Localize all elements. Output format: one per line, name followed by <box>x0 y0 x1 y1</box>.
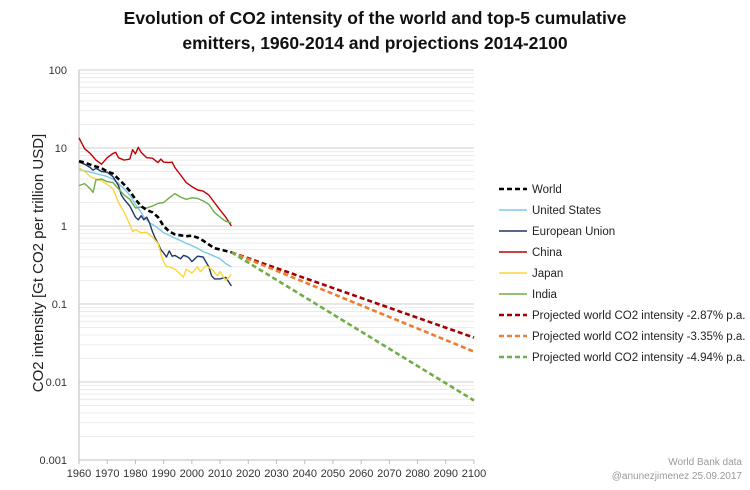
x-tick-label: 2030 <box>264 468 288 480</box>
legend-label: China <box>532 247 563 259</box>
series-line-india <box>78 178 232 224</box>
x-tick-label: 2070 <box>377 468 401 480</box>
series-lines <box>78 137 475 402</box>
legend-label: India <box>532 289 558 301</box>
x-tick-label: 2040 <box>292 468 316 480</box>
legend-label: European Union <box>532 226 615 238</box>
y-tick-label: 0.01 <box>46 377 67 389</box>
x-tick-label: 2080 <box>405 468 429 480</box>
x-tick-label: 1970 <box>95 468 119 480</box>
series-line-projected-world-co2-intensity-3-35-p-a <box>230 251 475 353</box>
y-axis-label: CO2 intensity [Gt CO2 per trillion USD] <box>30 134 47 392</box>
series-line-european-union <box>78 161 232 287</box>
y-tick-label: 0.001 <box>39 455 67 467</box>
y-tick-label: 100 <box>49 65 67 77</box>
y-tick-label: 1 <box>61 221 67 233</box>
source-note: World Bank data <box>668 457 742 468</box>
series-line-projected-world-co2-intensity-2-87-p-a <box>230 251 475 339</box>
x-tick-label: 1980 <box>123 468 147 480</box>
legend-label: Projected world CO2 intensity -3.35% p.a… <box>532 331 746 343</box>
legend: World United States European Union China Jap… <box>499 184 746 364</box>
series-line-japan <box>78 167 232 282</box>
chart-title-line-2: emitters, 1960-2014 and projections 2014… <box>182 33 568 53</box>
y-tick-label: 0.1 <box>52 299 67 311</box>
x-tick-label: 2060 <box>349 468 373 480</box>
x-tick-label: 1990 <box>151 468 175 480</box>
series-line-united-states <box>78 168 232 268</box>
x-tick-label: 2010 <box>208 468 232 480</box>
y-tick-label: 10 <box>55 143 67 155</box>
legend-label: United States <box>532 205 601 217</box>
x-tick-label: 2020 <box>236 468 260 480</box>
series-line-projected-world-co2-intensity-4-94-p-a <box>230 251 475 402</box>
series-line-china <box>78 137 232 227</box>
x-tick-label: 2050 <box>321 468 345 480</box>
legend-label: Japan <box>532 268 563 280</box>
legend-label: Projected world CO2 intensity -2.87% p.a… <box>532 310 746 322</box>
grid-lines <box>79 69 474 461</box>
series-line-world <box>78 159 232 254</box>
legend-label: Projected world CO2 intensity -4.94% p.a… <box>532 352 746 364</box>
x-tick-label: 1960 <box>67 468 91 480</box>
legend-label: World <box>532 184 562 196</box>
author-note: @anunezjimenez 25.09.2017 <box>612 471 743 482</box>
chart-title-line-1: Evolution of CO2 intensity of the world … <box>123 8 627 28</box>
x-tick-label: 2000 <box>180 468 204 480</box>
x-tick-label: 2100 <box>462 468 486 480</box>
x-tick-label: 2090 <box>434 468 458 480</box>
chart-title: Evolution of CO2 intensity of the world … <box>0 6 750 56</box>
